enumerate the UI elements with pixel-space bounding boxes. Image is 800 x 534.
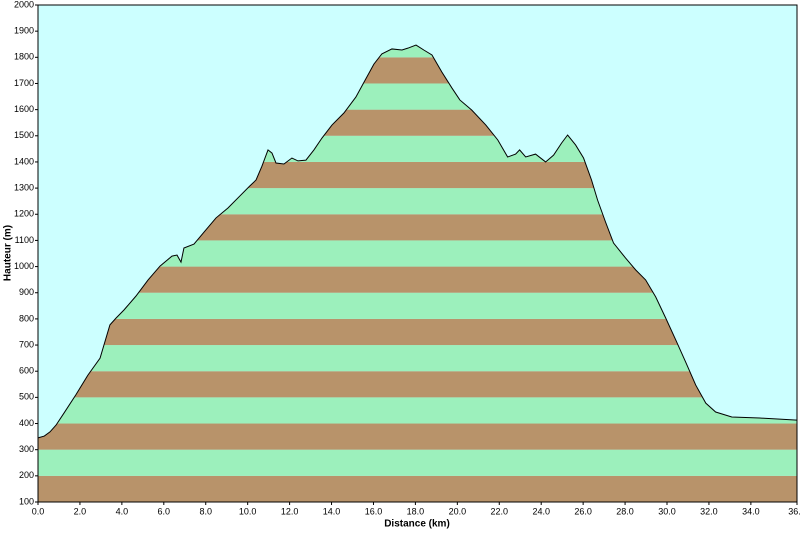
y-tick-label: 500: [19, 392, 34, 402]
elevation-band: [38, 371, 797, 398]
x-tick-label: 26.0: [574, 506, 592, 516]
y-tick-label: 1000: [14, 261, 34, 271]
y-tick-label: 1600: [14, 104, 34, 114]
y-tick-label: 600: [19, 366, 34, 376]
elevation-line: [37, 44, 798, 439]
y-tick-label: 200: [19, 470, 34, 480]
x-tick-label: 4.0: [116, 506, 129, 516]
y-tick-label: 1700: [14, 78, 34, 88]
x-tick-label: 16.0: [365, 506, 383, 516]
x-tick-label: 30.0: [658, 506, 676, 516]
elevation-band: [38, 423, 797, 450]
elevation-band: [38, 449, 797, 476]
x-tick-label: 18.0: [407, 506, 425, 516]
x-tick-label: 32.0: [700, 506, 718, 516]
y-tick-label: 1100: [15, 235, 34, 245]
y-tick-label: 900: [19, 287, 34, 297]
x-tick-label: 20.0: [449, 506, 467, 516]
x-tick-label: 34.0: [742, 506, 760, 516]
x-axis-label: Distance (km): [384, 519, 450, 530]
y-tick-label: 1300: [14, 182, 34, 192]
y-tick-label: 700: [19, 339, 34, 349]
plot-frame: [37, 4, 798, 503]
y-tick-label: 100: [19, 496, 34, 506]
x-tick-label: 12.0: [281, 506, 299, 516]
x-tick-label: 22.0: [491, 506, 509, 516]
y-tick-label: 1500: [14, 130, 34, 140]
elevation-band: [38, 475, 797, 502]
y-tick-label: 1200: [14, 209, 34, 219]
elevation-band: [38, 397, 797, 424]
y-tick-label: 2000: [14, 0, 34, 9]
x-tick-label: 24.0: [532, 506, 550, 516]
x-tick-label: 28.0: [616, 506, 634, 516]
y-tick-label: 300: [19, 444, 34, 454]
x-tick-label: 6.0: [158, 506, 171, 516]
y-tick-label: 1800: [14, 52, 34, 62]
x-tick-label: 0.0: [32, 506, 45, 516]
y-tick-label: 1900: [14, 26, 34, 36]
y-tick-label: 1400: [14, 156, 34, 166]
x-tick-label: 14.0: [323, 506, 341, 516]
y-axis-label: Hauteur (m): [3, 225, 14, 281]
x-tick-label: 2.0: [74, 506, 87, 516]
x-tick-label: 8.0: [199, 506, 212, 516]
y-tick-label: 400: [19, 418, 34, 428]
y-tick-label: 800: [19, 313, 34, 323]
elevation-band: [38, 345, 797, 372]
x-tick-label: 10.0: [239, 506, 257, 516]
x-tick-label: 36.2: [788, 506, 800, 516]
